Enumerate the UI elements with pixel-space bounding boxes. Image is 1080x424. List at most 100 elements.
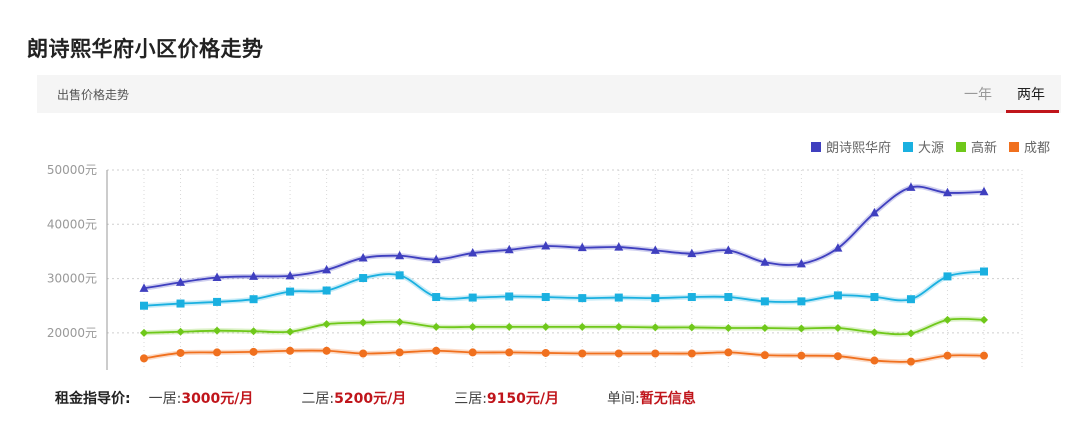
rent-value: 9150元/月 xyxy=(486,391,559,407)
data-point-square xyxy=(286,287,295,296)
data-point-circle xyxy=(797,351,806,360)
data-point-diamond xyxy=(943,315,952,324)
data-point-triangle xyxy=(723,245,733,254)
data-point-circle xyxy=(505,348,514,357)
data-point-square xyxy=(651,294,660,303)
rent-value: 暂无信息 xyxy=(639,391,696,407)
data-point-circle xyxy=(578,349,587,358)
data-point-square xyxy=(468,293,477,302)
data-point-square xyxy=(176,299,185,308)
data-point-square xyxy=(359,274,368,283)
rent-key: 三居: xyxy=(454,391,487,407)
data-point-square xyxy=(249,295,258,304)
data-point-triangle xyxy=(322,264,332,274)
data-point-triangle xyxy=(504,244,514,254)
data-point-diamond xyxy=(870,328,879,337)
rent-guide-row: 租金指导价: 一居:3000元/月 二居:5200元/月 三居:9150元/月 … xyxy=(55,388,744,408)
data-point-circle xyxy=(359,349,368,358)
data-point-triangle xyxy=(468,248,478,257)
data-point-diamond xyxy=(724,323,733,332)
data-point-triangle xyxy=(249,271,259,280)
data-point-circle xyxy=(140,354,148,363)
legend-swatch-icon xyxy=(1008,141,1019,152)
data-point-triangle xyxy=(431,254,441,264)
data-point-triangle xyxy=(869,207,879,217)
legend-label: 高新 xyxy=(970,141,997,156)
data-point-diamond xyxy=(833,323,842,332)
tab-two-years[interactable]: 两年 xyxy=(1017,87,1045,103)
legend-item-gaoxin[interactable]: 高新 xyxy=(955,137,997,156)
data-point-square xyxy=(322,286,331,295)
rent-two-bedroom: 二居:5200元/月 xyxy=(301,388,406,408)
data-point-circle xyxy=(980,351,988,360)
rent-key: 二居: xyxy=(301,391,335,407)
series-line-shadow xyxy=(143,184,985,291)
legend-label: 朗诗熙华府 xyxy=(825,141,891,156)
legend-label: 大源 xyxy=(917,141,944,156)
data-point-circle xyxy=(176,348,185,357)
y-tick-label: 20000元 xyxy=(47,326,97,340)
data-point-circle xyxy=(943,351,952,360)
data-point-square xyxy=(614,293,623,302)
data-point-circle xyxy=(651,349,660,358)
series-line-1 xyxy=(143,185,985,290)
data-point-diamond xyxy=(432,322,441,331)
y-tick-label: 40000元 xyxy=(47,217,97,231)
data-point-square xyxy=(432,293,441,302)
data-point-triangle xyxy=(833,243,843,252)
data-point-diamond xyxy=(395,318,404,326)
data-point-triangle xyxy=(395,250,405,260)
data-point-diamond xyxy=(249,327,258,336)
data-point-triangle xyxy=(577,242,587,252)
legend-item-langshi[interactable]: 朗诗熙华府 xyxy=(810,137,891,156)
data-point-diamond xyxy=(140,328,148,337)
y-tick-label: 30000元 xyxy=(47,272,97,286)
data-point-diamond xyxy=(505,322,514,331)
data-point-circle xyxy=(870,356,879,365)
data-point-circle xyxy=(213,348,222,357)
data-point-circle xyxy=(760,351,769,360)
data-point-circle xyxy=(468,348,477,357)
data-point-diamond xyxy=(176,327,185,336)
data-point-diamond xyxy=(213,326,222,335)
active-tab-indicator xyxy=(1006,110,1059,113)
data-point-triangle xyxy=(796,258,806,268)
data-point-circle xyxy=(906,357,915,366)
y-tick-label: 50000元 xyxy=(47,163,97,177)
data-point-square xyxy=(797,297,806,306)
rent-guide-label: 租金指导价: xyxy=(55,391,131,407)
data-point-square xyxy=(541,293,550,302)
data-point-square xyxy=(213,297,222,306)
data-point-diamond xyxy=(322,320,331,329)
data-point-diamond xyxy=(468,322,477,331)
data-point-diamond xyxy=(797,324,806,333)
data-point-triangle xyxy=(212,272,222,281)
rent-value: 5200元/月 xyxy=(334,391,407,407)
data-point-square xyxy=(140,301,148,310)
data-point-triangle xyxy=(139,283,149,292)
data-point-diamond xyxy=(760,323,769,332)
data-point-square xyxy=(943,272,952,281)
data-point-circle xyxy=(724,348,733,357)
data-point-diamond xyxy=(359,318,368,327)
data-point-circle xyxy=(432,346,441,355)
data-point-square xyxy=(760,297,769,306)
data-point-square xyxy=(980,267,988,276)
data-point-triangle xyxy=(979,186,989,196)
data-point-triangle xyxy=(942,187,952,197)
legend-item-dayuan[interactable]: 大源 xyxy=(902,137,944,156)
data-point-circle xyxy=(541,348,550,357)
section-label: 出售价格走势 xyxy=(57,88,130,102)
tab-one-year[interactable]: 一年 xyxy=(964,87,992,103)
data-point-triangle xyxy=(176,277,186,286)
data-point-triangle xyxy=(687,248,697,258)
price-tab-bar: 出售价格走势 一年 两年 xyxy=(37,75,1061,113)
data-point-square xyxy=(724,293,733,302)
data-point-triangle xyxy=(760,257,770,266)
legend-item-chengdu[interactable]: 成都 xyxy=(1008,137,1050,156)
rent-one-bedroom: 一居:3000元/月 xyxy=(149,388,254,408)
legend-swatch-icon xyxy=(955,141,966,152)
data-point-circle xyxy=(286,346,295,355)
data-point-circle xyxy=(614,349,623,358)
